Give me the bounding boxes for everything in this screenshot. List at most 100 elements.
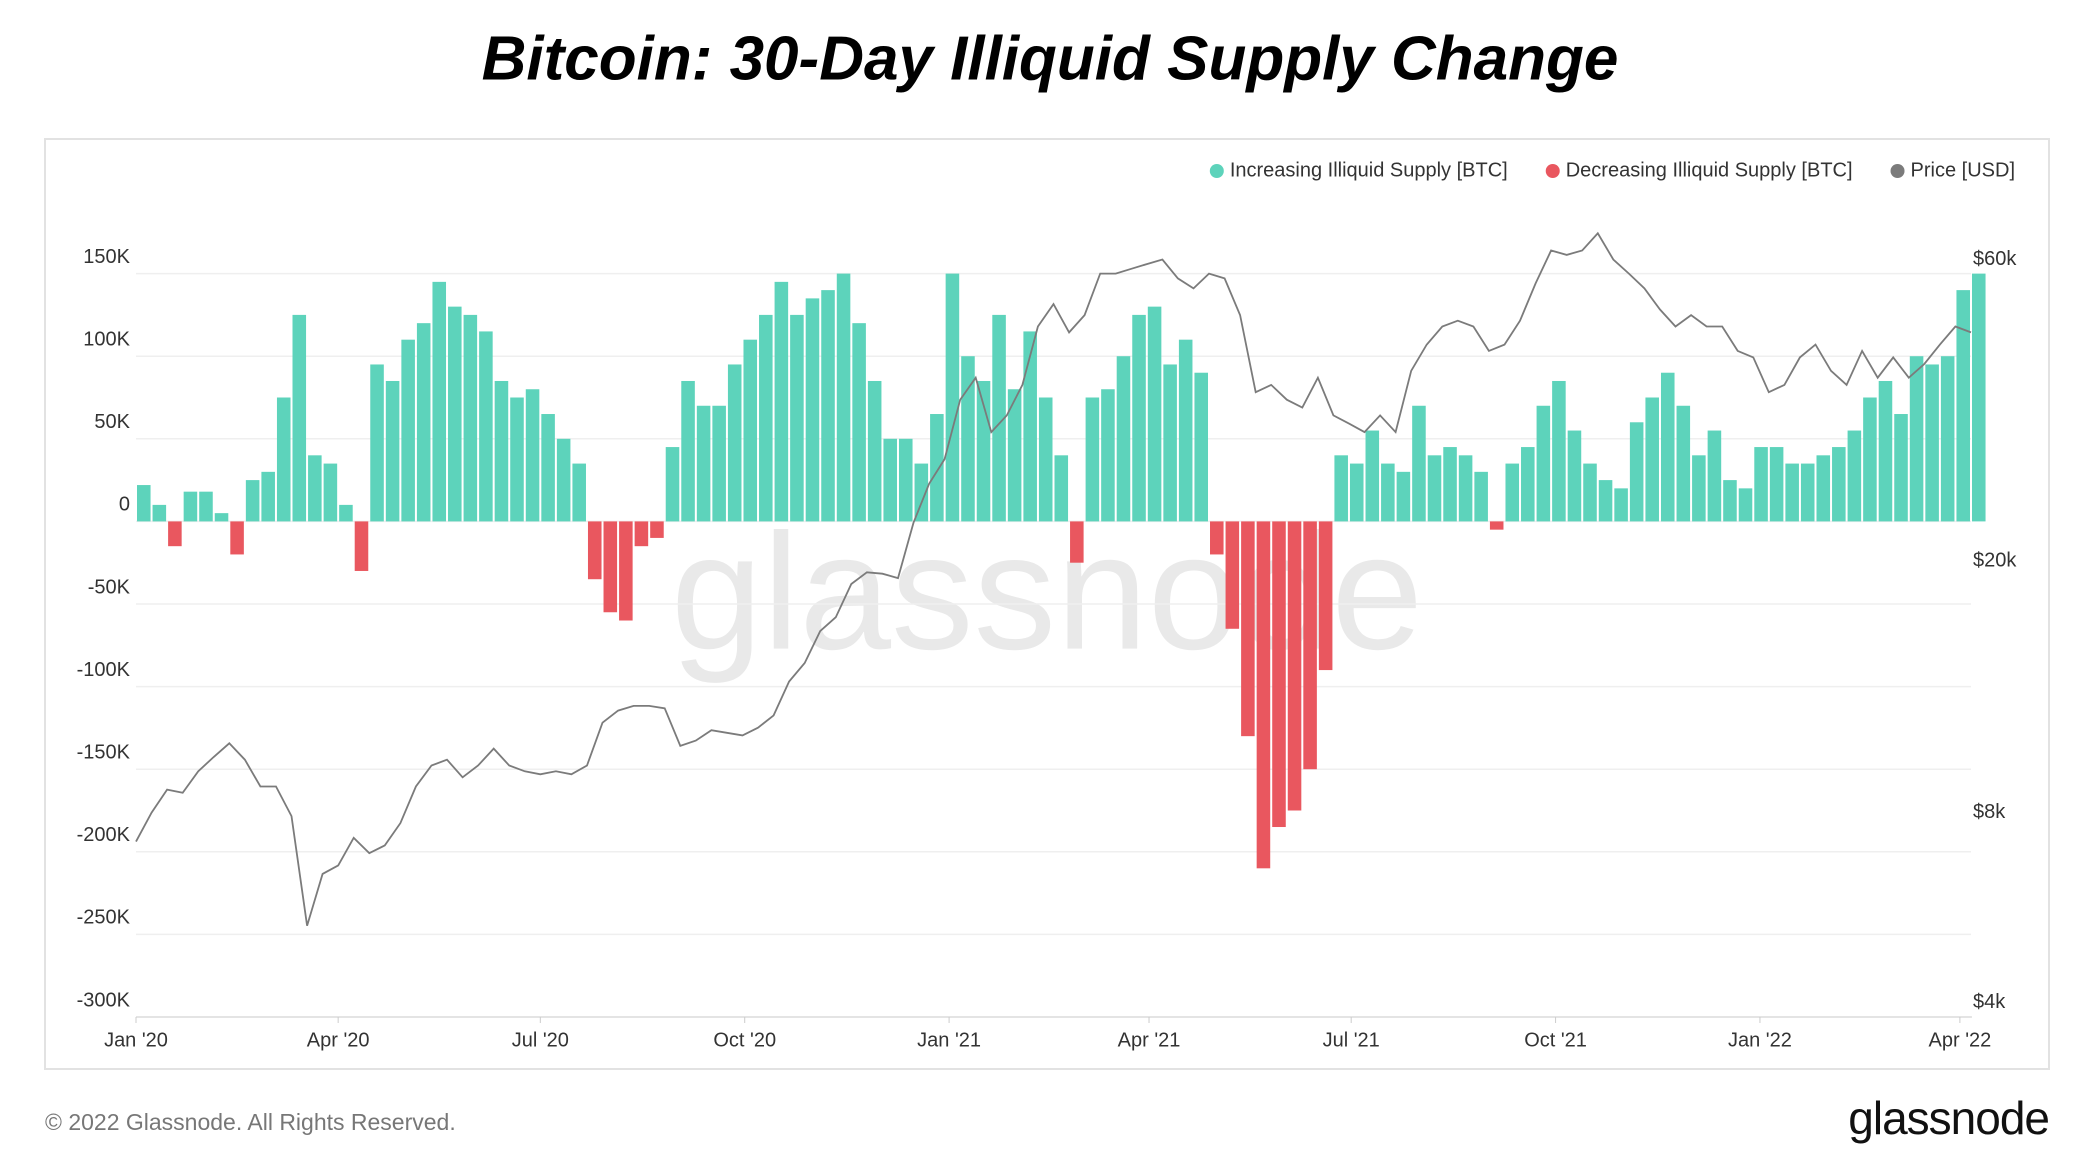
- chart-title: Bitcoin: 30-Day Illiquid Supply Change: [482, 24, 1619, 93]
- y-tick-label: 0: [119, 494, 130, 516]
- bar: [1863, 397, 1877, 522]
- legend: Price [USD] Decreasing Illiquid Supply [B…: [1209, 159, 2015, 181]
- bar: [727, 364, 742, 522]
- bar: [1832, 447, 1846, 522]
- bar: [992, 314, 1006, 522]
- bar: [1567, 430, 1582, 522]
- bar: [308, 455, 322, 522]
- bar: [292, 314, 307, 522]
- bar: [1007, 389, 1022, 522]
- bar: [1800, 463, 1815, 522]
- bar: [1023, 331, 1037, 522]
- plot-area: -300K -250K -200K -150K -100K -50K 0 50K 100K 150…: [77, 159, 2018, 1051]
- bar: [385, 380, 400, 522]
- bar: [572, 463, 586, 522]
- bar: [1583, 463, 1597, 522]
- bar: [1738, 488, 1753, 522]
- bar: [914, 463, 929, 522]
- bar: [1349, 463, 1364, 522]
- bar: [1489, 521, 1504, 530]
- y-tick-label: -150K: [77, 741, 131, 763]
- y-tick-label: 150K: [83, 246, 130, 268]
- bar: [339, 504, 353, 522]
- bar: [1474, 471, 1488, 522]
- y2-tick-label: $20k: [1973, 549, 2017, 571]
- bar: [1101, 389, 1115, 522]
- bar: [821, 290, 835, 522]
- bar: [930, 414, 944, 522]
- bar: [1909, 356, 1924, 522]
- legend-label: Increasing Illiquid Supply [BTC]: [1230, 159, 1508, 181]
- bar: [168, 521, 182, 547]
- y-tick-label: -50K: [88, 576, 131, 598]
- bar: [1723, 480, 1737, 522]
- bar: [183, 491, 198, 522]
- bar: [1147, 306, 1162, 522]
- bar: [1381, 463, 1395, 522]
- bar: [1707, 430, 1722, 522]
- bar: [867, 380, 882, 522]
- bar: [152, 504, 167, 522]
- bar: [1521, 447, 1535, 522]
- y2-tick-label: $8k: [1973, 801, 2006, 823]
- bar: [401, 339, 415, 522]
- bar: [759, 314, 773, 522]
- bar: [245, 480, 260, 522]
- x-tick-label: Apr '22: [1929, 1029, 1992, 1051]
- bar: [1085, 397, 1100, 522]
- bar: [1614, 488, 1628, 522]
- bar: [634, 521, 649, 547]
- bar: [1676, 405, 1691, 522]
- bar: [199, 491, 213, 522]
- y-tick-label: 50K: [94, 411, 130, 433]
- bar: [883, 438, 897, 522]
- bar: [1272, 521, 1286, 828]
- legend-marker: [1209, 164, 1224, 178]
- bar: [743, 339, 758, 522]
- bar: [354, 521, 369, 571]
- bar: [1241, 521, 1255, 737]
- bar: [261, 471, 275, 522]
- bar: [1256, 521, 1271, 869]
- bar: [1427, 455, 1442, 522]
- bar: [525, 389, 540, 522]
- y2-tick-label: $60k: [1973, 248, 2017, 270]
- bar: [774, 281, 789, 522]
- bar: [1660, 372, 1675, 522]
- bar: [852, 323, 866, 522]
- bar: [1334, 455, 1348, 522]
- bar: [603, 521, 618, 613]
- bar: [1412, 405, 1426, 522]
- bar: [1692, 455, 1706, 522]
- bar: [681, 380, 695, 522]
- bar: [696, 405, 711, 522]
- bar: [479, 331, 493, 522]
- bar: [1070, 521, 1084, 563]
- y-tick-label: 100K: [83, 328, 130, 350]
- bar: [370, 364, 384, 522]
- legend-marker: [1545, 164, 1560, 178]
- bar: [1054, 455, 1069, 522]
- bar: [448, 306, 462, 522]
- bar: [1754, 447, 1768, 522]
- bar: [1287, 521, 1302, 811]
- bar: [1303, 521, 1317, 770]
- copyright: © 2022 Glassnode. All Rights Reserved.: [45, 1109, 456, 1135]
- bar: [1598, 480, 1613, 522]
- bar: [463, 314, 478, 522]
- bar: [556, 438, 571, 522]
- bar: [1365, 430, 1380, 522]
- bar: [790, 314, 804, 522]
- bar: [1178, 339, 1193, 522]
- bar: [1785, 463, 1799, 522]
- bar: [1116, 356, 1131, 522]
- bar: [1629, 422, 1644, 522]
- bar: [1443, 447, 1457, 522]
- bar: [1925, 364, 1939, 522]
- x-tick-label: Oct '20: [713, 1029, 776, 1051]
- bar: [1847, 430, 1862, 522]
- price-line: [135, 231, 1972, 926]
- bar: [1536, 405, 1551, 522]
